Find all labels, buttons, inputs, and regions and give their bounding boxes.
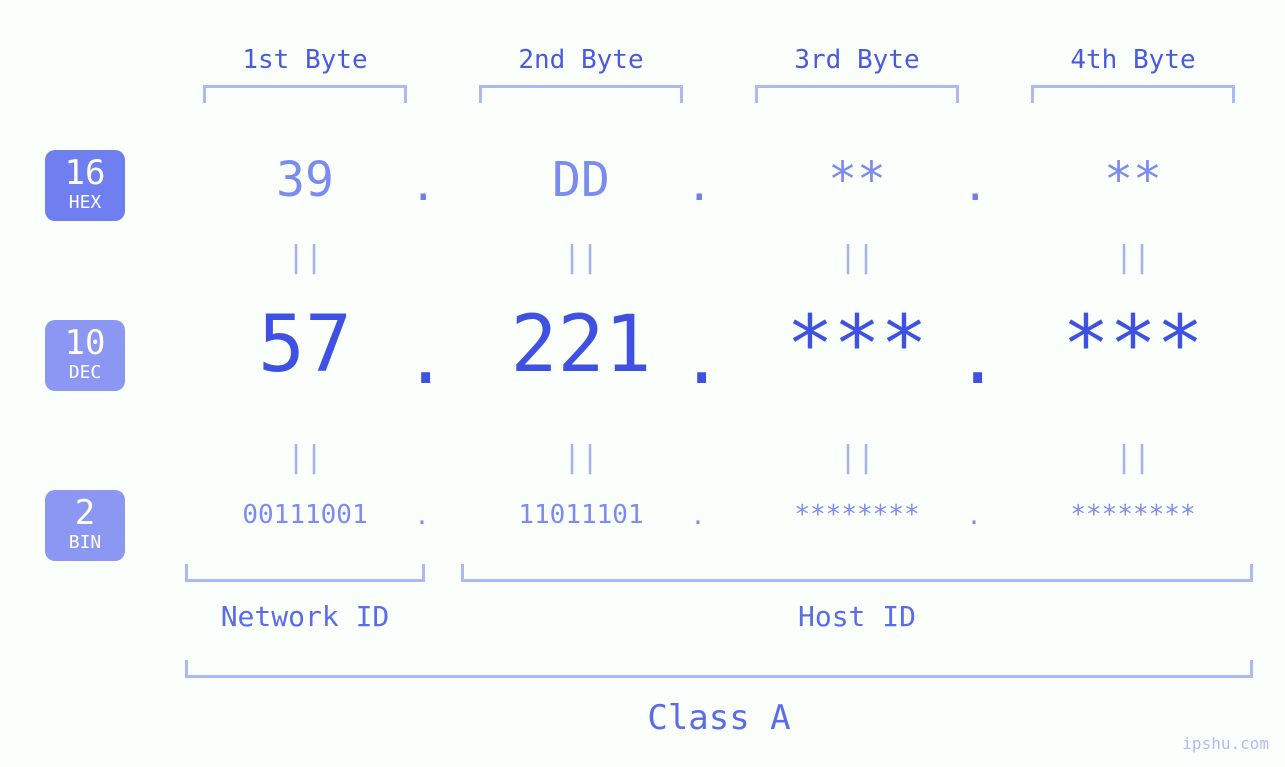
equals-decbin-4: || [1008,440,1258,475]
bracket-network-id [185,564,425,582]
dec-byte-1: 57 [180,300,430,390]
bin-byte-3: ******** [732,500,982,530]
equals-decbin-2: || [456,440,706,475]
byte-header-2: 2nd Byte [456,45,706,75]
equals-hexdec-4: || [1008,240,1258,275]
equals-decbin-3: || [732,440,982,475]
bracket-host-id [461,564,1253,582]
bracket-top-2 [479,85,683,103]
dec-byte-3: *** [732,300,982,390]
equals-hexdec-1: || [180,240,430,275]
base-badge-hex-num: 16 [65,156,106,192]
label-network-id: Network ID [185,600,425,633]
hex-byte-3: ** [732,152,982,208]
bracket-top-3 [755,85,959,103]
bin-dot-2: . [689,502,707,530]
equals-hexdec-3: || [732,240,982,275]
label-host-id: Host ID [461,600,1253,633]
bin-dot-1: . [413,502,431,530]
bracket-top-4 [1031,85,1235,103]
base-badge-dec-lbl: DEC [69,364,102,383]
bin-byte-2: 11011101 [456,500,706,530]
dec-dot-2: . [680,316,710,400]
watermark: ipshu.com [1182,734,1269,753]
byte-header-3: 3rd Byte [732,45,982,75]
hex-dot-2: . [686,160,706,211]
base-badge-bin: 2 BIN [45,490,125,561]
bracket-class [185,660,1253,678]
byte-header-4: 4th Byte [1008,45,1258,75]
base-badge-hex: 16 HEX [45,150,125,221]
dec-byte-2: 221 [456,300,706,390]
base-badge-dec-num: 10 [65,326,106,362]
hex-byte-4: ** [1008,152,1258,208]
dec-dot-3: . [956,316,986,400]
label-class: Class A [185,698,1253,738]
dec-byte-4: *** [1008,300,1258,390]
base-badge-bin-num: 2 [75,496,95,532]
bin-dot-3: . [965,502,983,530]
hex-byte-1: 39 [180,152,430,208]
base-badge-bin-lbl: BIN [69,534,102,553]
dec-dot-1: . [404,316,434,400]
hex-byte-2: DD [456,152,706,208]
equals-decbin-1: || [180,440,430,475]
base-badge-hex-lbl: HEX [69,194,102,213]
byte-header-1: 1st Byte [180,45,430,75]
equals-hexdec-2: || [456,240,706,275]
bin-byte-1: 00111001 [180,500,430,530]
base-badge-dec: 10 DEC [45,320,125,391]
hex-dot-3: . [962,160,982,211]
hex-dot-1: . [410,160,430,211]
bracket-top-1 [203,85,407,103]
bin-byte-4: ******** [1008,500,1258,530]
